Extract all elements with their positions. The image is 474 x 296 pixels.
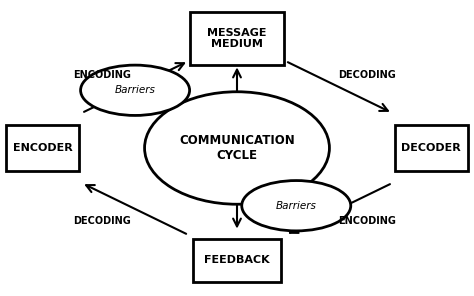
Text: COMMUNICATION
CYCLE: COMMUNICATION CYCLE: [179, 134, 295, 162]
FancyBboxPatch shape: [6, 125, 79, 171]
Text: DECODER: DECODER: [401, 143, 461, 153]
Text: Barriers: Barriers: [115, 85, 155, 95]
Text: MESSAGE
MEDIUM: MESSAGE MEDIUM: [207, 28, 267, 49]
Text: ENCODER: ENCODER: [13, 143, 73, 153]
FancyBboxPatch shape: [190, 12, 284, 65]
Text: DECODING: DECODING: [338, 70, 396, 81]
Ellipse shape: [145, 92, 329, 204]
Text: ENCODING: ENCODING: [338, 215, 396, 226]
Text: Barriers: Barriers: [276, 201, 317, 211]
FancyBboxPatch shape: [193, 239, 281, 282]
Text: FEEDBACK: FEEDBACK: [204, 255, 270, 266]
Ellipse shape: [242, 181, 351, 231]
FancyBboxPatch shape: [394, 125, 468, 171]
Text: ENCODING: ENCODING: [73, 70, 131, 81]
Ellipse shape: [81, 65, 190, 115]
Text: DECODING: DECODING: [73, 215, 131, 226]
